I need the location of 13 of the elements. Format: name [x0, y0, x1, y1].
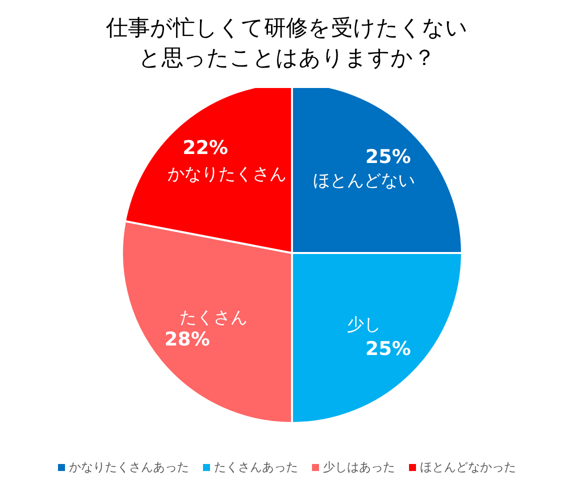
text: 少し — [347, 315, 382, 336]
legend-label: 少しはあった — [322, 459, 395, 476]
text: ほとんどない — [313, 170, 416, 191]
data-label: 25% — [365, 338, 411, 360]
chart-title: 仕事が忙しくて研修を受けたくないと思ったことはありますか？ — [106, 15, 468, 73]
data-label: 28% — [164, 328, 210, 351]
legend-label: たくさんあった — [213, 459, 298, 476]
legend-label: かなりたくさんあった — [68, 459, 189, 476]
data-label: 25% — [365, 146, 411, 168]
legend-label: ほとんどなかった — [419, 459, 516, 476]
data-label: 22% — [182, 137, 228, 160]
text: たくさん — [179, 308, 248, 328]
text: かなりたくさん — [167, 164, 286, 184]
